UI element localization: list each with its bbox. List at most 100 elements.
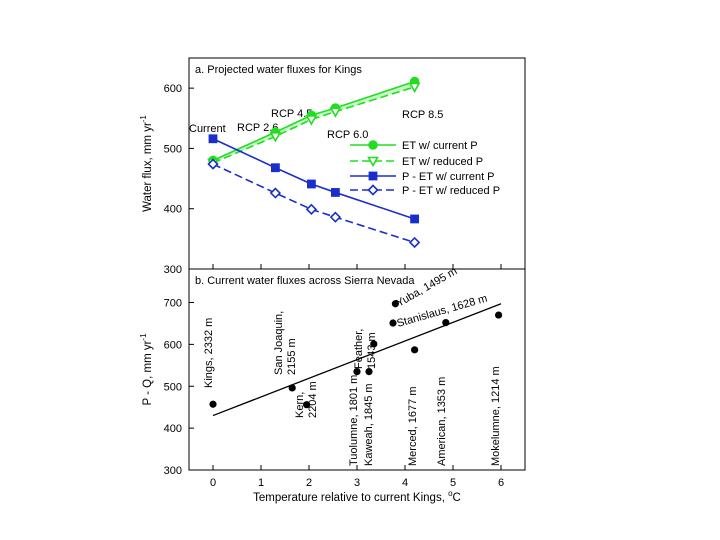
x-tick-label: 6 xyxy=(498,477,504,489)
legend-marker xyxy=(367,156,379,168)
y-tick-label-b: 700 xyxy=(164,298,182,310)
data-point xyxy=(408,82,421,94)
x-tick-label: 5 xyxy=(450,477,456,489)
legend-label: P - ET w/ current P xyxy=(402,171,495,183)
series-p-et-w-reduced-p xyxy=(207,158,421,249)
x-tick-label: 0 xyxy=(210,477,216,489)
panel-b-xlabel-main: Temperature relative to current Kings, xyxy=(253,492,448,504)
point-label-line: San Joaquin, xyxy=(273,311,285,375)
point-label: Kings, 2332 m xyxy=(203,318,215,388)
panel-a-title: a. Projected water fluxes for Kings xyxy=(195,64,362,76)
y-tick-label-a: 300 xyxy=(164,264,182,276)
scatter-point xyxy=(389,319,397,327)
series-line xyxy=(212,86,415,164)
point-label: Tuolumne, 1801 m xyxy=(348,375,360,466)
x-tick-label: 1 xyxy=(258,477,264,489)
panel-b-ylabel: P - Q, mm yr-1 xyxy=(139,333,154,406)
scatter-point-group: American, 1353 m xyxy=(436,319,450,466)
y-tick-label-b: 500 xyxy=(164,381,182,393)
panel-b-ylabel-sup: -1 xyxy=(139,333,148,341)
panel-b-xlabel-unit: C xyxy=(453,492,461,504)
x-tick-label: 4 xyxy=(402,477,408,489)
x-tick-label: 3 xyxy=(354,477,360,489)
point-label-line: 2155 m xyxy=(286,338,298,375)
scatter-point-group: Tuolumne, 1801 m xyxy=(348,367,361,466)
scatter-point-group: Kings, 2332 m xyxy=(203,318,217,408)
legend-marker xyxy=(368,140,378,150)
legend-label: ET w/ current P xyxy=(402,140,478,152)
data-point xyxy=(408,236,421,249)
panel-b-xlabel: Temperature relative to current Kings, o… xyxy=(253,489,461,504)
data-point xyxy=(207,158,219,170)
scatter-point xyxy=(442,319,450,327)
scatter-point xyxy=(353,367,361,376)
data-point xyxy=(329,211,342,223)
data-point xyxy=(306,179,316,189)
scatter-point-group: Mokelumne, 1214 m xyxy=(490,311,503,466)
y-tick-label-b: 300 xyxy=(164,465,182,477)
point-label: Merced, 1677 m xyxy=(407,387,419,466)
data-point xyxy=(410,214,419,224)
scatter-point xyxy=(411,346,419,354)
panel-a-projected-fluxes: a. Projected water fluxes for Kings 300 40… xyxy=(139,57,526,276)
data-point xyxy=(305,203,318,215)
legend-marker xyxy=(367,184,379,196)
point-label: San Joaquin,2155 m xyxy=(273,311,298,375)
series-p-et-w-current-p xyxy=(208,134,419,224)
legend-label: P - ET w/ reduced P xyxy=(402,185,500,197)
scatter-point xyxy=(209,400,217,408)
data-point xyxy=(329,107,342,118)
data-point xyxy=(269,187,282,199)
legend: ET w/ current P ET w/ reduced P P - ET w/ … xyxy=(350,140,500,197)
point-label-line: Kern, xyxy=(294,392,306,418)
point-label-line: 2204 m xyxy=(307,381,319,418)
scenario-annotation: RCP 2.6 xyxy=(237,122,278,134)
y-tick-label-a: 500 xyxy=(164,143,182,155)
scatter-point xyxy=(495,311,503,319)
data-point xyxy=(270,163,280,173)
scatter-point-group: Kaweah, 1845 m xyxy=(363,367,375,466)
point-label-line: 1543 m xyxy=(366,332,378,369)
trend-line xyxy=(212,303,502,417)
panel-b-xlabel-sup: o xyxy=(448,489,453,498)
panel-b-title: b. Current water fluxes across Sierra Ne… xyxy=(195,275,415,287)
point-label: Mokelumne, 1214 m xyxy=(490,366,502,466)
panel-a-ylabel-main: Water flux, mm yr xyxy=(142,122,154,212)
scenario-annotation: RCP 6.0 xyxy=(327,129,368,141)
scatter-point-group: San Joaquin,2155 m xyxy=(273,311,298,392)
data-point xyxy=(208,134,218,144)
panel-a-ylabel-sup: -1 xyxy=(139,115,148,123)
scatter-point xyxy=(288,384,296,392)
point-label-line: Kings, 2332 m xyxy=(203,318,215,388)
panel-b-sierra-fluxes: b. Current water fluxes across Sierra Ne… xyxy=(139,265,526,504)
data-point xyxy=(269,132,282,143)
point-label: Kern,2204 m xyxy=(294,381,319,418)
scatter-point-group: Feather,1543 m xyxy=(353,329,378,369)
scenario-annotation: Current xyxy=(189,123,226,135)
panel-b-ylabel-main: P - Q, mm yr xyxy=(142,340,154,405)
y-tick-label-a: 400 xyxy=(164,204,182,216)
legend-label: ET w/ reduced P xyxy=(402,156,483,168)
scenario-annotation: RCP 8.5 xyxy=(402,109,443,121)
point-label-line: American, 1353 m xyxy=(436,377,448,466)
legend-marker xyxy=(368,171,378,181)
point-label-line: Mokelumne, 1214 m xyxy=(490,366,502,466)
scatter-point-group: Kern,2204 m xyxy=(294,381,319,418)
scatter-point xyxy=(391,300,399,308)
data-point xyxy=(330,188,340,197)
y-tick-label-b: 400 xyxy=(164,423,182,435)
point-label: American, 1353 m xyxy=(436,377,448,466)
panel-a-ylabel: Water flux, mm yr-1 xyxy=(139,115,154,212)
scatter-point xyxy=(365,367,373,376)
point-label-line: Merced, 1677 m xyxy=(407,387,419,466)
point-label-line: Feather, xyxy=(353,329,365,369)
scatter-point-group: Merced, 1677 m xyxy=(407,346,419,466)
scatter-point xyxy=(303,401,311,409)
y-tick-label-b: 600 xyxy=(164,339,182,351)
point-label-line: Kaweah, 1845 m xyxy=(363,383,375,466)
scatter-point xyxy=(370,340,378,348)
x-tick-label: 2 xyxy=(306,477,312,489)
point-label-line: Tuolumne, 1801 m xyxy=(348,375,360,466)
scenario-annotation: RCP 4.5 xyxy=(271,108,312,120)
